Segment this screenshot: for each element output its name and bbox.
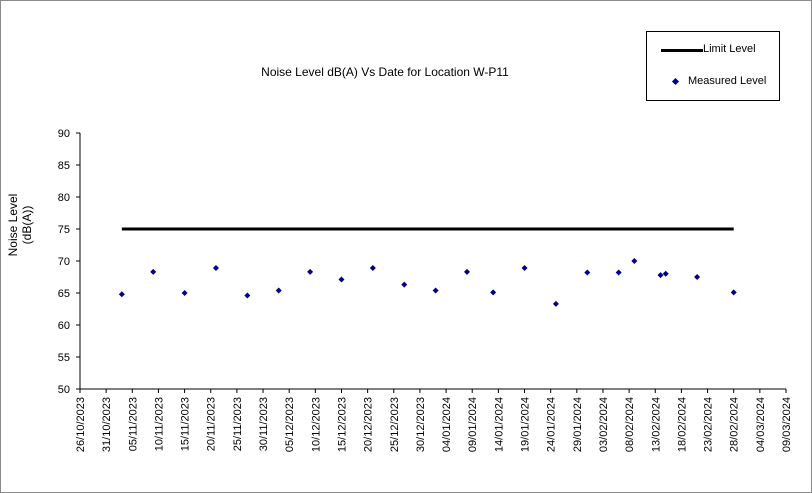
legend-entry-limit: Limit Level <box>647 42 779 58</box>
y-tick-label: 50 <box>58 384 70 396</box>
y-tick-label: 85 <box>58 160 70 172</box>
measured-level-point <box>212 265 219 272</box>
x-tick-label: 25/12/2023 <box>389 397 401 452</box>
measured-level-point <box>694 274 701 280</box>
measured-level-point <box>369 265 376 272</box>
y-tick-label: 80 <box>58 192 70 204</box>
x-tick-label: 29/01/2024 <box>572 397 584 452</box>
x-tick-label: 04/03/2024 <box>755 397 767 452</box>
measured-level-point <box>657 272 664 279</box>
y-tick-label: 90 <box>58 128 70 140</box>
x-tick-label: 18/02/2024 <box>676 397 688 452</box>
x-tick-label: 14/01/2024 <box>493 397 505 452</box>
measured-level-point <box>521 265 528 272</box>
x-tick-label: 10/11/2023 <box>153 397 165 451</box>
y-tick-label: 75 <box>58 224 70 236</box>
legend: Limit Level Measured Level <box>646 31 780 101</box>
legend-limit-label: Limit Level <box>703 43 756 55</box>
x-tick-label: 23/02/2024 <box>703 397 715 452</box>
measured-level-point <box>307 268 314 275</box>
x-tick-label: 08/02/2024 <box>624 397 636 452</box>
x-tick-label: 04/01/2024 <box>441 397 453 452</box>
measured-level-point <box>662 270 669 277</box>
x-tick-label: 24/01/2024 <box>546 397 558 452</box>
y-tick-label: 55 <box>58 352 70 364</box>
x-tick-label: 09/01/2024 <box>467 397 479 452</box>
measured-level-point <box>150 268 157 275</box>
measured-level-point <box>615 269 622 276</box>
x-tick-label: 05/12/2023 <box>284 397 296 452</box>
y-tick-label: 65 <box>58 288 70 300</box>
legend-limit-line-swatch <box>661 49 703 52</box>
measured-level-point <box>244 292 251 299</box>
x-tick-label: 09/03/2024 <box>781 397 793 452</box>
x-tick-label: 15/11/2023 <box>180 397 192 451</box>
measured-level-point <box>118 291 125 298</box>
x-tick-label: 13/02/2024 <box>650 397 662 452</box>
x-tick-label: 15/12/2023 <box>336 397 348 452</box>
measured-level-point <box>432 287 439 294</box>
x-tick-label: 25/11/2023 <box>232 397 244 451</box>
measured-level-point <box>338 276 345 283</box>
measured-level-point <box>552 300 559 307</box>
x-tick-label: 28/02/2024 <box>729 397 741 452</box>
y-tick-label: 60 <box>58 320 70 332</box>
legend-entry-measured: Measured Level <box>647 74 779 90</box>
x-tick-label: 19/01/2024 <box>520 397 532 452</box>
measured-level-point <box>584 269 591 276</box>
measured-level-point <box>490 289 497 296</box>
measured-level-point <box>181 290 188 296</box>
measured-level-point <box>463 268 470 275</box>
x-tick-label: 05/11/2023 <box>127 397 139 451</box>
measured-level-point <box>275 287 282 294</box>
x-tick-label: 30/12/2023 <box>415 397 427 452</box>
x-tick-label: 10/12/2023 <box>310 397 322 452</box>
legend-measured-label: Measured Level <box>688 75 767 87</box>
measured-level-point <box>631 258 638 264</box>
x-tick-label: 20/11/2023 <box>206 397 218 451</box>
x-tick-label: 03/02/2024 <box>598 397 610 452</box>
measured-level-point <box>401 281 408 288</box>
x-tick-label: 20/12/2023 <box>363 397 375 452</box>
x-tick-label: 30/11/2023 <box>258 397 270 451</box>
x-tick-label: 26/10/2023 <box>75 397 87 452</box>
chart-title: Noise Level dB(A) Vs Date for Location W… <box>261 65 509 79</box>
x-tick-label: 31/10/2023 <box>101 397 113 452</box>
measured-level-point <box>730 289 737 296</box>
y-tick-label: 70 <box>58 256 70 268</box>
